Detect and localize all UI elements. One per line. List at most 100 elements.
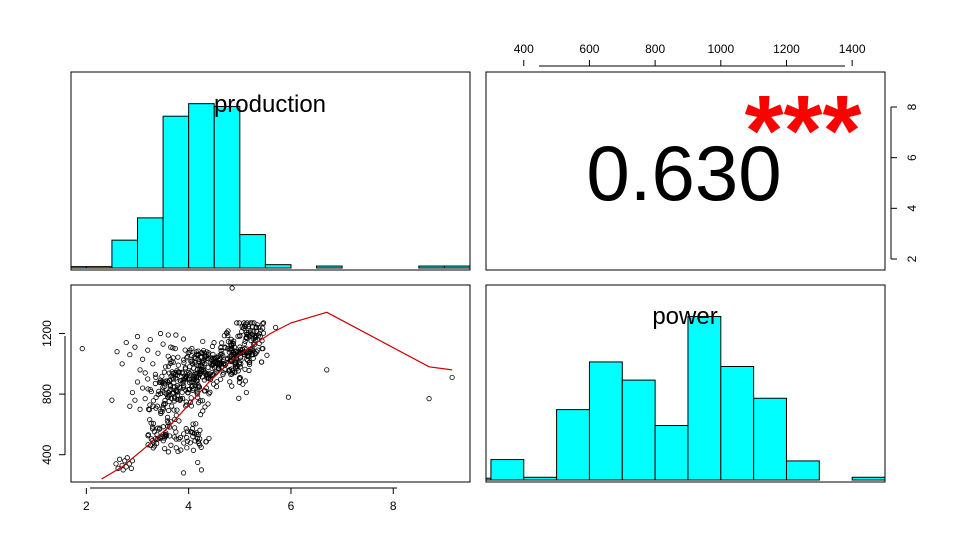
scatter-point-513 — [174, 372, 181, 379]
scatter-point-523 — [233, 360, 239, 366]
scatter-point-241 — [237, 374, 243, 381]
scatter-point-563 — [237, 344, 243, 350]
scatter-point-14 — [119, 361, 125, 367]
top-axis-label-2: 800 — [645, 42, 665, 56]
power-hist-bar-0 — [485, 477, 492, 481]
scatter-point-16 — [127, 352, 133, 358]
scatter-point-490 — [242, 338, 248, 344]
scatter-point-50 — [426, 396, 432, 402]
scatter-point-515 — [183, 375, 189, 381]
scatter-point-384 — [182, 347, 188, 353]
scatter-point-235 — [161, 369, 167, 375]
scatter-point-621 — [148, 436, 154, 442]
scatter-point-6 — [120, 467, 126, 473]
scatter-point-168 — [184, 445, 190, 451]
scatter-point-114 — [173, 445, 179, 451]
scatter-panel: 2 4 6 8 400 800 1200 — [40, 284, 471, 513]
right-axis-label-2: 6 — [905, 154, 919, 161]
scatter-point-538 — [174, 392, 181, 398]
power-left-axis: 400 800 1200 — [40, 320, 66, 465]
power-hist-bar-10 — [785, 460, 820, 481]
top-axis-label-3: 1000 — [707, 42, 734, 56]
production-hist-bar-7 — [239, 234, 266, 269]
top-axis-label-5: 1400 — [839, 42, 866, 56]
production-hist-bar-0 — [70, 266, 87, 269]
scatter-point-200 — [179, 389, 185, 396]
power-hist-bar-2 — [523, 476, 558, 481]
scatter-point-216 — [153, 374, 159, 380]
scatter-point-557 — [227, 379, 233, 385]
scatter-point-569 — [154, 431, 160, 437]
scatter-point-319 — [229, 383, 235, 389]
scatter-point-23 — [147, 336, 153, 343]
scatter-point-170 — [170, 376, 176, 382]
scatter-point-297 — [183, 399, 189, 405]
scatter-point-636 — [260, 321, 266, 327]
bottom-axis-label-0: 2 — [83, 499, 90, 513]
power-hist-bar-9 — [753, 397, 787, 481]
scatter-point-622 — [159, 378, 165, 385]
scatter-point-634 — [242, 323, 249, 330]
scatter-point-512 — [175, 362, 181, 368]
scatter-point-606 — [208, 362, 214, 368]
lowess-smooth-line — [101, 311, 453, 480]
scatter-point-599 — [173, 436, 179, 442]
production-hist-bar-10 — [418, 265, 445, 269]
scatter-point-567 — [254, 349, 260, 355]
scatter-point-1 — [109, 397, 115, 403]
scatter-point-493 — [228, 358, 234, 365]
scatter-point-399 — [171, 407, 177, 413]
scatter-point-287 — [194, 391, 200, 397]
scatter-point-492 — [150, 398, 157, 404]
power-title: power — [652, 303, 717, 330]
scatter-point-15 — [123, 339, 129, 346]
right-axis-label-3: 8 — [905, 103, 919, 110]
scatter-point-198 — [165, 332, 171, 338]
scatter-point-554 — [167, 433, 173, 439]
left-axis-label-2: 1200 — [40, 320, 54, 347]
scatter-point-548 — [148, 420, 154, 426]
scatter-point-476 — [187, 349, 193, 355]
scatter-point-568 — [198, 354, 204, 360]
scatter-point-629 — [200, 359, 206, 365]
scatter-point-601 — [212, 360, 219, 366]
scatter-point-351 — [228, 336, 234, 342]
scatter-point-362 — [202, 404, 208, 410]
scatter-point-580 — [145, 442, 151, 448]
scatter-point-468 — [162, 383, 168, 389]
power-top-axis: 400 600 800 1000 1200 1400 — [514, 42, 866, 67]
power-hist-bar-11 — [851, 476, 886, 481]
scatter-point-424 — [204, 375, 210, 381]
scatter-point-578 — [166, 407, 172, 414]
scatter-point-529 — [162, 446, 168, 452]
right-axis-label-1: 4 — [905, 205, 919, 212]
scatter-point-593 — [215, 366, 221, 372]
scatter-point-494 — [194, 351, 200, 357]
scatter-point-603 — [254, 322, 260, 328]
production-hist-bar-4 — [162, 115, 190, 269]
scatter-point-585 — [229, 371, 235, 377]
scatter-point-461 — [241, 352, 248, 358]
scatter-point-161 — [194, 370, 200, 376]
scatter-point-189 — [155, 425, 161, 431]
scatter-point-28 — [160, 341, 166, 347]
scatter-point-433 — [234, 365, 240, 371]
scatter-point-190 — [200, 338, 206, 345]
scatter-point-280 — [180, 336, 187, 342]
scatter-point-528 — [218, 348, 224, 354]
scatter-point-572 — [250, 355, 256, 361]
scatter-point-633 — [259, 359, 265, 365]
scatter-point-638 — [173, 389, 180, 395]
power-hist-bar-5 — [621, 379, 656, 481]
scatter-point-156 — [206, 435, 212, 442]
scatter-point-590 — [211, 381, 217, 387]
scatter-point-498 — [222, 345, 228, 351]
scatter-point-38 — [137, 406, 143, 412]
production-hist-bar-6 — [213, 105, 241, 269]
scatter-point-611 — [221, 370, 227, 376]
scatter-point-618 — [162, 397, 168, 404]
scatter-point-482 — [157, 408, 164, 415]
scatter-point-96 — [190, 447, 197, 453]
scatter-point-463 — [164, 418, 170, 424]
scatter-point-386 — [197, 412, 204, 418]
